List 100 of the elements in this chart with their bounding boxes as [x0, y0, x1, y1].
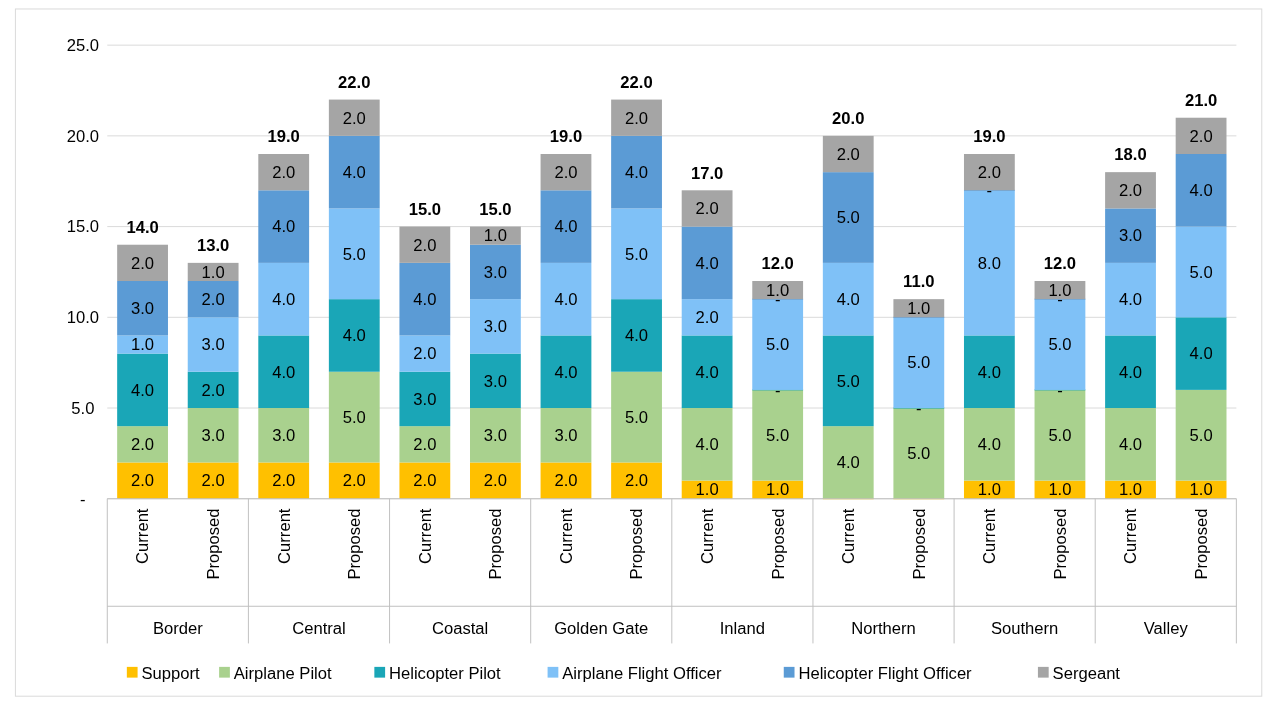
data-label: 4.0 — [131, 380, 155, 400]
data-label: 2.0 — [413, 435, 437, 455]
data-label: 5.0 — [766, 426, 790, 446]
data-label: 5.0 — [1189, 262, 1213, 282]
data-label: 1.0 — [1048, 280, 1072, 300]
data-label: 2.0 — [342, 108, 366, 128]
data-label: 1.0 — [1189, 480, 1213, 500]
x-tick-label: Current — [133, 508, 153, 564]
data-label: - — [774, 380, 781, 400]
data-label: 2.0 — [131, 253, 155, 273]
data-label: 2.0 — [625, 471, 649, 491]
x-tick-label: Current — [556, 508, 576, 564]
y-tick-label: 15.0 — [66, 217, 100, 237]
data-label: 4.0 — [1189, 181, 1213, 201]
data-label: 4.0 — [554, 217, 578, 237]
data-label: 4.0 — [342, 326, 366, 346]
data-label: 5.0 — [907, 444, 931, 464]
data-label: 5.0 — [766, 335, 790, 355]
data-label: - — [916, 398, 922, 418]
data-label: 2.0 — [201, 471, 225, 491]
data-label: 1.0 — [483, 226, 507, 246]
data-label: 1.0 — [977, 480, 1001, 500]
text: Central — [292, 618, 346, 638]
data-label: 2.0 — [272, 471, 296, 491]
data-label: 3.0 — [483, 426, 507, 446]
data-label: 4.0 — [554, 289, 578, 309]
data-label: 2.0 — [1189, 126, 1213, 146]
legend-label: Sergeant — [1052, 663, 1121, 683]
x-tick-label: Current — [415, 508, 435, 564]
data-label: 1.0 — [131, 335, 155, 355]
data-label: 2.0 — [272, 162, 296, 182]
total-label: 21.0 — [1184, 90, 1218, 110]
data-label: 4.0 — [272, 217, 296, 237]
data-label: 2.0 — [695, 308, 719, 328]
x-tick-label: Current — [274, 508, 294, 564]
data-label: 2.0 — [131, 435, 155, 455]
x-tick-label: Current — [839, 508, 859, 564]
data-label: 4.0 — [695, 253, 719, 273]
total-label: 17.0 — [690, 163, 724, 183]
data-label: 5.0 — [1048, 426, 1072, 446]
data-label: 4.0 — [695, 362, 719, 382]
text: Golden Gate — [554, 618, 649, 638]
data-label: 4.0 — [836, 289, 860, 309]
y-tick-label: 10.0 — [66, 308, 100, 328]
data-label: 2.0 — [554, 471, 578, 491]
total-label: 15.0 — [408, 199, 441, 219]
data-label: 2.0 — [483, 471, 507, 491]
data-label: 2.0 — [1118, 181, 1143, 201]
data-label: 3.0 — [554, 426, 578, 446]
data-label: 3.0 — [131, 299, 155, 319]
y-tick-label: 25.0 — [66, 35, 100, 55]
data-label: 5.0 — [625, 244, 649, 264]
data-label: 4.0 — [977, 435, 1001, 455]
data-label: 4.0 — [836, 453, 860, 473]
y-tick-label: - — [80, 489, 86, 509]
text: Valley — [1143, 618, 1189, 638]
data-label: 5.0 — [836, 371, 860, 391]
total-label: 19.0 — [973, 127, 1006, 147]
data-label: 4.0 — [625, 326, 649, 346]
data-label: 3.0 — [413, 389, 437, 409]
data-label: 4.0 — [342, 162, 366, 182]
data-label: 1.0 — [766, 280, 790, 300]
total-label: 11.0 — [903, 272, 935, 292]
data-label: 1.0 — [201, 262, 225, 282]
data-label: 2.0 — [413, 344, 437, 364]
data-label: 5.0 — [625, 407, 649, 427]
total-label: 18.0 — [1114, 145, 1147, 165]
x-tick-label: Current — [697, 508, 717, 564]
data-label: 2.0 — [201, 289, 225, 309]
x-tick-label: Proposed — [768, 508, 788, 580]
x-tick-label: Proposed — [627, 508, 647, 580]
total-label: 19.0 — [549, 127, 583, 147]
data-label: 2.0 — [201, 380, 225, 400]
data-label: 4.0 — [1118, 289, 1143, 309]
data-label: 2.0 — [342, 471, 366, 491]
data-label: 2.0 — [977, 162, 1001, 182]
total-label: 14.0 — [126, 218, 159, 237]
data-label: 3.0 — [483, 317, 507, 337]
data-label: 1.0 — [1048, 480, 1072, 500]
x-tick-label: Proposed — [1050, 508, 1070, 580]
data-label: 2.0 — [413, 235, 437, 255]
text: Border — [152, 618, 204, 638]
data-label: 2.0 — [836, 144, 860, 164]
data-label: 1.0 — [1118, 480, 1143, 500]
data-label: 3.0 — [272, 426, 296, 446]
total-label: 15.0 — [479, 199, 512, 219]
total-label: 12.0 — [1043, 254, 1077, 274]
x-tick-label: Proposed — [1191, 508, 1211, 580]
legend-label: Helicopter Pilot — [389, 663, 502, 683]
total-label: 19.0 — [267, 127, 300, 147]
data-label: 4.0 — [554, 362, 578, 382]
data-label: 1.0 — [766, 480, 790, 500]
data-label: 4.0 — [977, 362, 1001, 382]
data-label: 4.0 — [272, 362, 296, 382]
data-label: 5.0 — [1048, 335, 1072, 355]
data-label: 3.0 — [483, 262, 507, 282]
data-label: 5.0 — [836, 208, 860, 228]
data-label: - — [1057, 380, 1063, 400]
text: Northern — [851, 618, 916, 638]
data-label: 4.0 — [1118, 435, 1143, 455]
